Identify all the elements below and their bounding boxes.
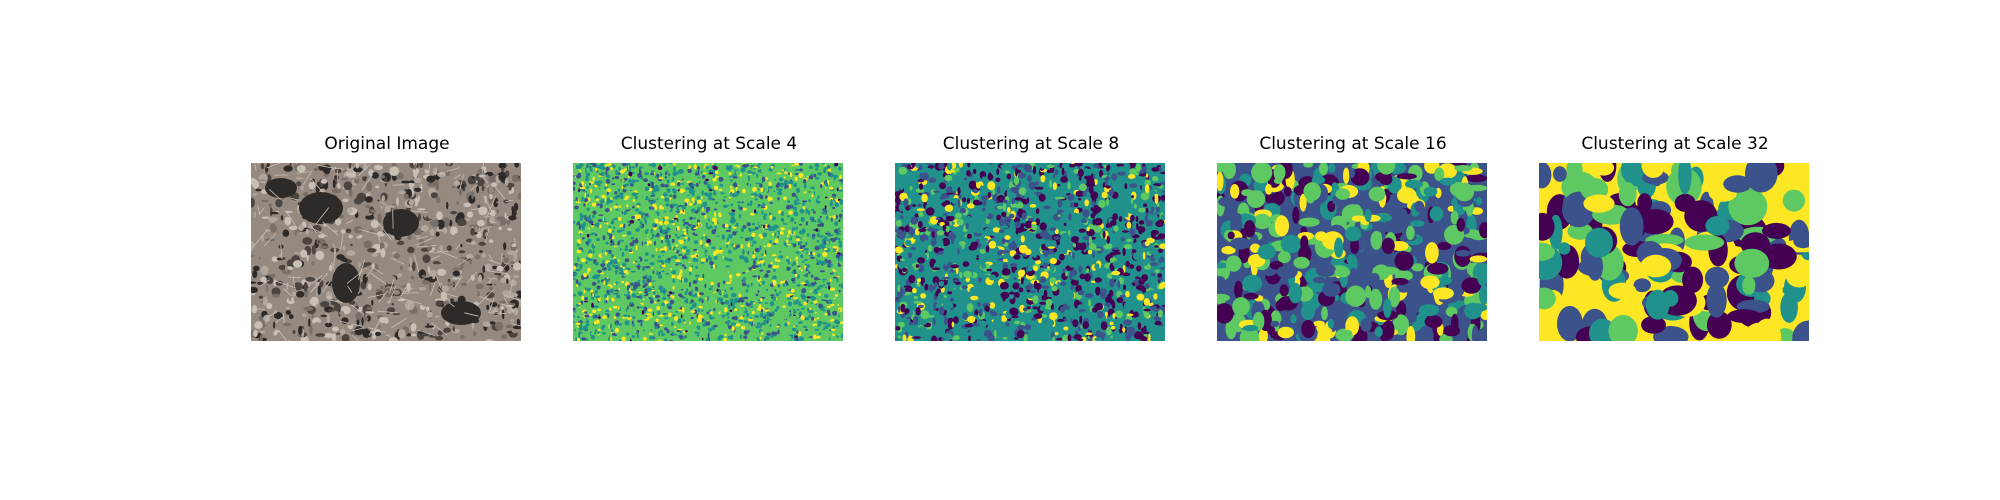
original-photo-image	[251, 163, 521, 341]
panel-title: Original Image	[324, 134, 450, 154]
cluster-map-scale-4	[573, 163, 843, 341]
panel-title: Clustering at Scale 4	[620, 134, 798, 154]
panel-title: Clustering at Scale 8	[942, 134, 1120, 154]
cluster-map-scale-8	[895, 163, 1165, 341]
panel-title: Clustering at Scale 16	[1259, 134, 1447, 154]
cluster-map-scale-32	[1539, 163, 1809, 341]
cluster-map-scale-16	[1217, 163, 1487, 341]
panel-title: Clustering at Scale 32	[1581, 134, 1769, 154]
